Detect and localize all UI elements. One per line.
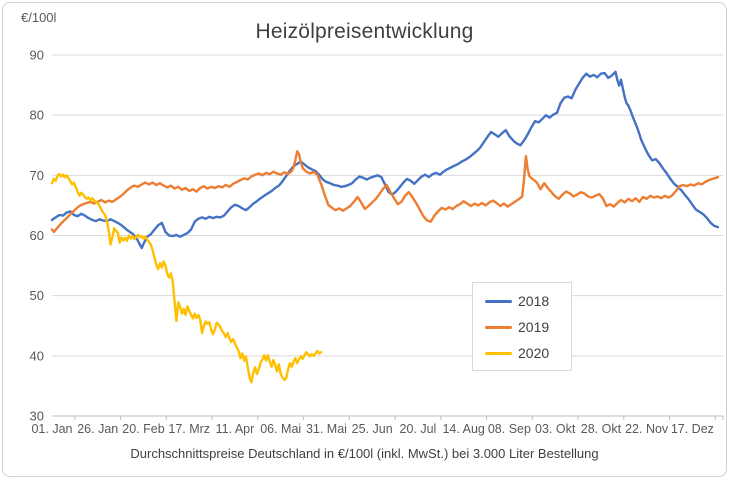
- x-tick-label: 28. Okt: [581, 422, 622, 436]
- x-tick-label: 14. Aug: [442, 422, 484, 436]
- legend-swatch-2019: [485, 325, 512, 330]
- x-tick-label: 17. Mrz: [168, 422, 210, 436]
- legend-item-2019: 2019: [485, 319, 559, 336]
- chart-title: Heizölpreisentwicklung: [255, 20, 474, 43]
- x-tick-label: 17. Dez: [671, 422, 714, 436]
- series-line-2019: [50, 150, 720, 234]
- legend-swatch-2020: [485, 351, 512, 356]
- legend-swatch-2018: [485, 299, 512, 304]
- x-tick-label: 08. Sep: [488, 422, 531, 436]
- y-tick-label: 30: [30, 409, 44, 424]
- series-line-2018: [50, 70, 720, 250]
- x-tick-label: 06. Mai: [260, 422, 301, 436]
- legend-label: 2020: [518, 345, 550, 361]
- legend-item-2018: 2018: [485, 293, 559, 310]
- y-tick-label: 60: [30, 228, 44, 243]
- legend-label: 2019: [518, 319, 550, 335]
- x-tick-label: 03. Okt: [535, 422, 576, 436]
- y-tick-label: 80: [30, 108, 44, 123]
- x-tick-label: 25. Jun: [352, 422, 393, 436]
- legend-item-2020: 2020: [485, 345, 559, 362]
- y-axis-unit-label: €/100l: [21, 10, 57, 25]
- legend-label: 2018: [518, 293, 550, 309]
- series-line-2020: [50, 172, 323, 384]
- x-tick-label: 20. Feb: [122, 422, 164, 436]
- x-tick-label: 11. Apr: [216, 422, 255, 436]
- x-tick-label: 22. Nov: [625, 422, 669, 436]
- y-tick-label: 90: [30, 48, 44, 63]
- x-tick-label: 20. Jul: [400, 422, 437, 436]
- x-tick-label: 31. Mai: [306, 422, 347, 436]
- y-tick-label: 50: [30, 288, 44, 303]
- legend: 2018 2019 2020: [472, 282, 572, 371]
- y-tick-label: 40: [30, 348, 44, 363]
- chart-subtitle: Durchschnittspreise Deutschland in €/100…: [130, 446, 599, 461]
- x-tick-label: 26. Jan: [77, 422, 118, 436]
- y-tick-label: 70: [30, 168, 44, 183]
- x-tick-label: 01. Jan: [31, 422, 72, 436]
